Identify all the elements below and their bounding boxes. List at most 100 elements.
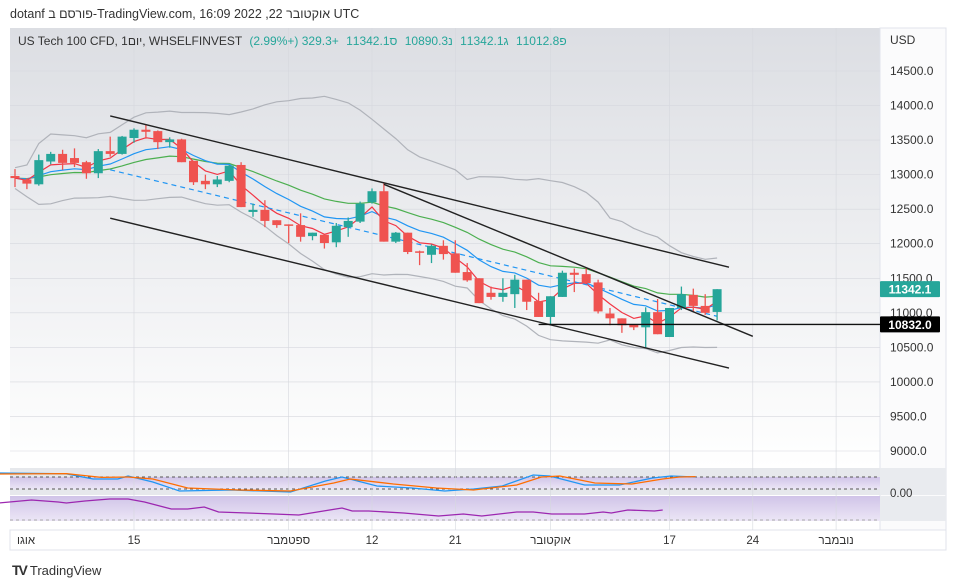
candle-body [141, 129, 151, 132]
candle [200, 174, 210, 190]
hline-price-badge [880, 316, 940, 333]
candle [688, 288, 698, 312]
candle-body [22, 179, 32, 184]
last-price-label: 11342.1 [889, 283, 932, 297]
price-tick-label: 12500.0 [890, 202, 934, 216]
price-tick-label: 10000.0 [890, 375, 934, 389]
tradingview-logo[interactable]: TV TradingView [12, 562, 101, 578]
candle-body [200, 180, 210, 185]
candle-body [272, 220, 282, 226]
candle-body [510, 279, 520, 295]
publish-caption: dotanf פורסם ב-TradingView.com, 16:09 20… [10, 7, 360, 21]
candle-body [427, 245, 436, 255]
candle [153, 130, 163, 150]
candle [546, 296, 555, 326]
candle-body [546, 296, 555, 317]
candle-body [105, 151, 115, 154]
candle-body [331, 225, 341, 243]
candle [46, 151, 56, 165]
symbol-legend: US Tech 100 CFD, 1יום, WHSELFINVEST פ110… [18, 34, 567, 48]
candle-body [700, 305, 710, 313]
time-tick-label: 17 [663, 535, 676, 547]
rsi-pane[interactable] [10, 496, 880, 521]
open-value: 11012.8 [515, 34, 560, 48]
candle-body [93, 151, 103, 174]
last-price-badge [880, 281, 940, 298]
candle [343, 217, 353, 237]
candle [391, 231, 401, 244]
price-tick-label: 13500.0 [890, 133, 934, 147]
candle-body [653, 312, 663, 335]
candle-body [236, 164, 246, 208]
candle [260, 200, 270, 228]
candle [296, 213, 306, 242]
candle-body [379, 191, 389, 242]
candle-body [34, 160, 44, 185]
stoch-band [10, 477, 880, 489]
brand-name: TradingView [29, 562, 102, 578]
candle [581, 267, 591, 284]
time-tick-label: אוגו [17, 535, 36, 547]
candle-body [676, 294, 686, 308]
candle-body [153, 131, 163, 143]
candle [665, 307, 674, 337]
time-tick-label: 24 [746, 535, 759, 547]
candle-body [712, 289, 722, 312]
candle [379, 182, 389, 242]
candle [331, 222, 341, 248]
rsi-axis [880, 496, 946, 521]
candle [284, 224, 294, 244]
price-tick-label: 14000.0 [890, 99, 934, 113]
candle [177, 138, 187, 163]
hline-price-label: 10832.0 [888, 318, 932, 332]
candle-body [308, 232, 317, 237]
candle [248, 203, 258, 217]
candle [605, 307, 615, 326]
candle [367, 188, 377, 204]
candle [212, 176, 222, 188]
candle-body [212, 179, 222, 185]
candle-body [522, 279, 532, 302]
candle-body [569, 272, 579, 275]
candle [486, 286, 496, 300]
candle [141, 124, 151, 139]
change-value: +329.3 (+2.99%) [249, 34, 339, 48]
candle-body [58, 153, 68, 163]
candle-body [343, 220, 353, 228]
low-label: נ [448, 34, 453, 48]
osc-value-label: 0.00 [890, 488, 912, 500]
candle-body [296, 225, 306, 237]
rsi-line [0, 498, 663, 517]
candle-body [462, 272, 472, 281]
time-tick-label: 12 [366, 535, 379, 547]
price-tick-label: 12000.0 [890, 237, 934, 251]
price-axis[interactable] [879, 27, 947, 531]
time-tick-label: 21 [449, 535, 462, 547]
candle-body [474, 278, 484, 304]
candle [641, 307, 651, 349]
candle [534, 292, 544, 317]
close-value: 11342.1 [346, 34, 390, 48]
candle [700, 294, 710, 315]
symbol-name[interactable]: US Tech 100 CFD, 1יום, WHSELFINVEST [18, 34, 242, 48]
candle-body [438, 245, 448, 255]
open-label: פ [559, 34, 567, 48]
candle [427, 244, 436, 264]
candle-body [165, 139, 175, 143]
candle [438, 240, 448, 260]
time-axis[interactable] [9, 529, 947, 551]
candle-body [557, 272, 567, 297]
candle-body [177, 139, 187, 163]
candle [165, 137, 175, 148]
candle [474, 278, 484, 304]
candle-body [450, 253, 460, 273]
candle-body [260, 209, 270, 221]
candle-body [593, 282, 603, 312]
candle-body [189, 160, 198, 183]
high-value: 11342.1 [460, 34, 504, 48]
candle [70, 148, 79, 168]
candle [34, 154, 44, 186]
candle-body [319, 234, 329, 244]
candle [10, 169, 20, 188]
